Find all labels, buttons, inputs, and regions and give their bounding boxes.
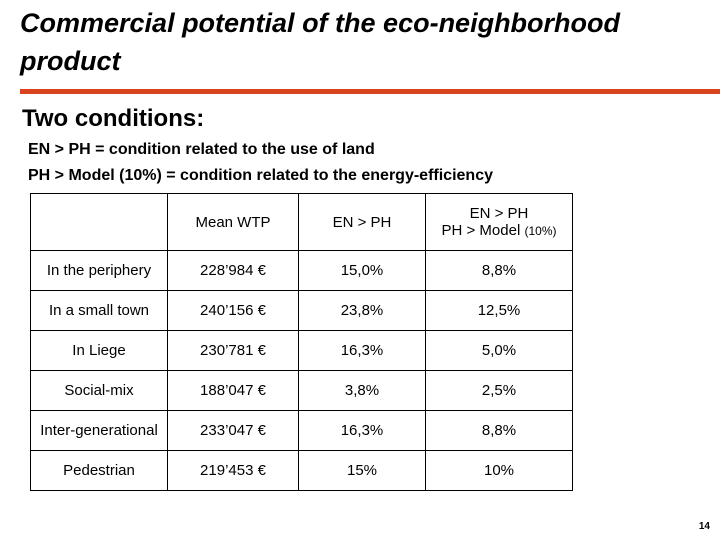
row-ph-model: 12,5%	[425, 290, 573, 331]
table-row: Social-mix 188’047 € 3,8% 2,5%	[30, 370, 573, 411]
row-label: In the periphery	[30, 250, 168, 291]
row-ph-model: 8,8%	[425, 410, 573, 451]
row-label: Pedestrian	[30, 450, 168, 491]
row-en-ph: 15%	[298, 450, 426, 491]
row-en-ph: 16,3%	[298, 330, 426, 371]
row-wtp: 230’781 €	[167, 330, 299, 371]
condition-2: PH > Model (10%) = condition related to …	[28, 167, 493, 184]
page-number: 14	[698, 521, 710, 532]
header-ph-model-line2: PH > Model (10%)	[426, 222, 572, 240]
row-label: Inter-generational	[30, 410, 168, 451]
row-ph-model: 8,8%	[425, 250, 573, 291]
header-ph-model-pct: (10%)	[524, 223, 557, 238]
table-header-row: Mean WTP EN > PH EN > PH PH > Model (10%…	[30, 193, 573, 251]
table-row: In the periphery 228’984 € 15,0% 8,8%	[30, 250, 573, 291]
row-en-ph: 3,8%	[298, 370, 426, 411]
row-label: In Liege	[30, 330, 168, 371]
table-row: In a small town 240’156 € 23,8% 12,5%	[30, 290, 573, 331]
table-row: In Liege 230’781 € 16,3% 5,0%	[30, 330, 573, 371]
row-wtp: 188’047 €	[167, 370, 299, 411]
header-ph-model-text: PH > Model	[441, 221, 521, 239]
row-ph-model: 5,0%	[425, 330, 573, 371]
row-label: In a small town	[30, 290, 168, 331]
row-ph-model: 2,5%	[425, 370, 573, 411]
header-mean-wtp: Mean WTP	[167, 193, 299, 251]
table-row: Inter-generational 233’047 € 16,3% 8,8%	[30, 410, 573, 451]
row-ph-model: 10%	[425, 450, 573, 491]
header-ph-model: EN > PH PH > Model (10%)	[425, 193, 573, 251]
row-label: Social-mix	[30, 370, 168, 411]
slide-title: Commercial potential of the eco-neighbor…	[20, 8, 621, 76]
table-row: Pedestrian 219’453 € 15% 10%	[30, 450, 573, 491]
results-table: Mean WTP EN > PH EN > PH PH > Model (10%…	[30, 193, 573, 491]
row-en-ph: 15,0%	[298, 250, 426, 291]
header-ph-model-line1: EN > PH	[469, 204, 529, 222]
header-empty-cell	[30, 193, 168, 251]
header-en-ph: EN > PH	[298, 193, 426, 251]
row-wtp: 240’156 €	[167, 290, 299, 331]
condition-1: EN > PH = condition related to the use o…	[28, 141, 375, 158]
row-en-ph: 23,8%	[298, 290, 426, 331]
row-wtp: 233’047 €	[167, 410, 299, 451]
row-en-ph: 16,3%	[298, 410, 426, 451]
row-wtp: 228’984 €	[167, 250, 299, 291]
row-wtp: 219’453 €	[167, 450, 299, 491]
subtitle: Two conditions:	[22, 105, 205, 132]
title-underline	[20, 89, 720, 94]
